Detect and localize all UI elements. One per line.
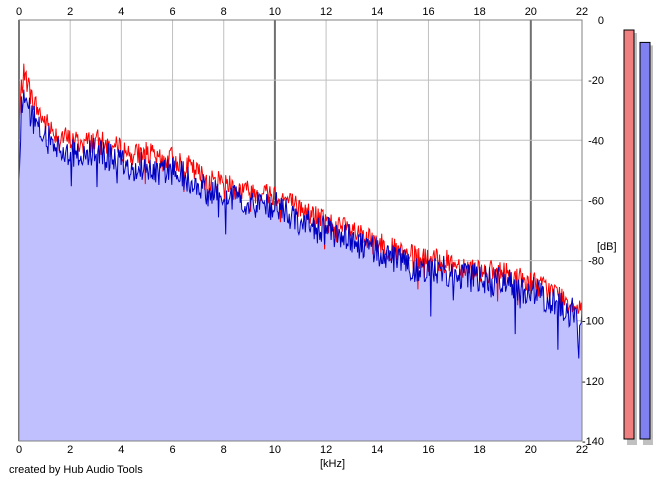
x-tick-label-top-0: 0 xyxy=(16,6,22,18)
x-tick-label-top-7: 14 xyxy=(371,6,383,18)
y-tick-labels: 0 -20 -40 -60 -80 -100 -120 -140 xyxy=(582,15,604,448)
x-tick-label-top-4: 8 xyxy=(221,6,227,18)
y-tick-label-7: -140 xyxy=(582,436,604,448)
spectrum-series xyxy=(18,63,583,359)
series-line-left-channel xyxy=(18,63,583,316)
x-tick-label-top-9: 18 xyxy=(474,6,486,18)
x-tick-label-bottom-8: 16 xyxy=(422,444,434,456)
y-tick-label-3: -60 xyxy=(588,195,604,207)
y-axis-label: [dB] xyxy=(597,241,617,253)
y-tick-label-4: -80 xyxy=(588,256,604,268)
x-tick-label-top-6: 12 xyxy=(320,6,332,18)
x-tick-label-top-1: 2 xyxy=(67,6,73,18)
y-tick-label-6: -120 xyxy=(582,376,604,388)
plot-border xyxy=(18,19,583,442)
x-tick-label-top-3: 6 xyxy=(169,6,175,18)
y-tick-label-5: -100 xyxy=(582,316,604,328)
x-tick-label-top-10: 20 xyxy=(525,6,537,18)
x-tick-label-bottom-6: 12 xyxy=(320,444,332,456)
level-meter-1 xyxy=(639,41,651,440)
x-tick-labels-top: 0 2 4 6 8 10 12 14 16 18 20 22 xyxy=(16,6,588,18)
x-tick-label-bottom-11: 22 xyxy=(576,444,588,456)
series-line-right-channel xyxy=(18,89,583,359)
spectrum-area-fill xyxy=(19,89,582,441)
x-axis-label: [kHz] xyxy=(320,458,345,470)
x-tick-label-bottom-0: 0 xyxy=(16,444,22,456)
credit-text: created by Hub Audio Tools xyxy=(9,464,143,476)
x-tick-label-top-5: 10 xyxy=(269,6,281,18)
x-tick-label-top-11: 22 xyxy=(576,6,588,18)
x-tick-label-bottom-4: 8 xyxy=(221,444,227,456)
x-tick-labels-bottom: 0 2 4 6 8 10 12 14 16 18 20 22 xyxy=(16,444,588,456)
x-tick-label-bottom-10: 20 xyxy=(525,444,537,456)
spectrum-area xyxy=(19,89,582,441)
x-tick-label-bottom-7: 14 xyxy=(371,444,383,456)
level-meter-0 xyxy=(623,29,635,440)
y-tick-label-1: -20 xyxy=(588,75,604,87)
x-tick-label-bottom-2: 4 xyxy=(118,444,124,456)
x-tick-label-bottom-9: 18 xyxy=(474,444,486,456)
x-tick-label-bottom-1: 2 xyxy=(67,444,73,456)
y-tick-label-0: 0 xyxy=(598,15,604,27)
x-tick-label-top-8: 16 xyxy=(422,6,434,18)
x-tick-label-bottom-5: 10 xyxy=(269,444,281,456)
x-tick-label-top-2: 4 xyxy=(118,6,124,18)
level-meters xyxy=(623,29,653,446)
y-tick-label-2: -40 xyxy=(588,135,604,147)
x-tick-label-bottom-3: 6 xyxy=(169,444,175,456)
